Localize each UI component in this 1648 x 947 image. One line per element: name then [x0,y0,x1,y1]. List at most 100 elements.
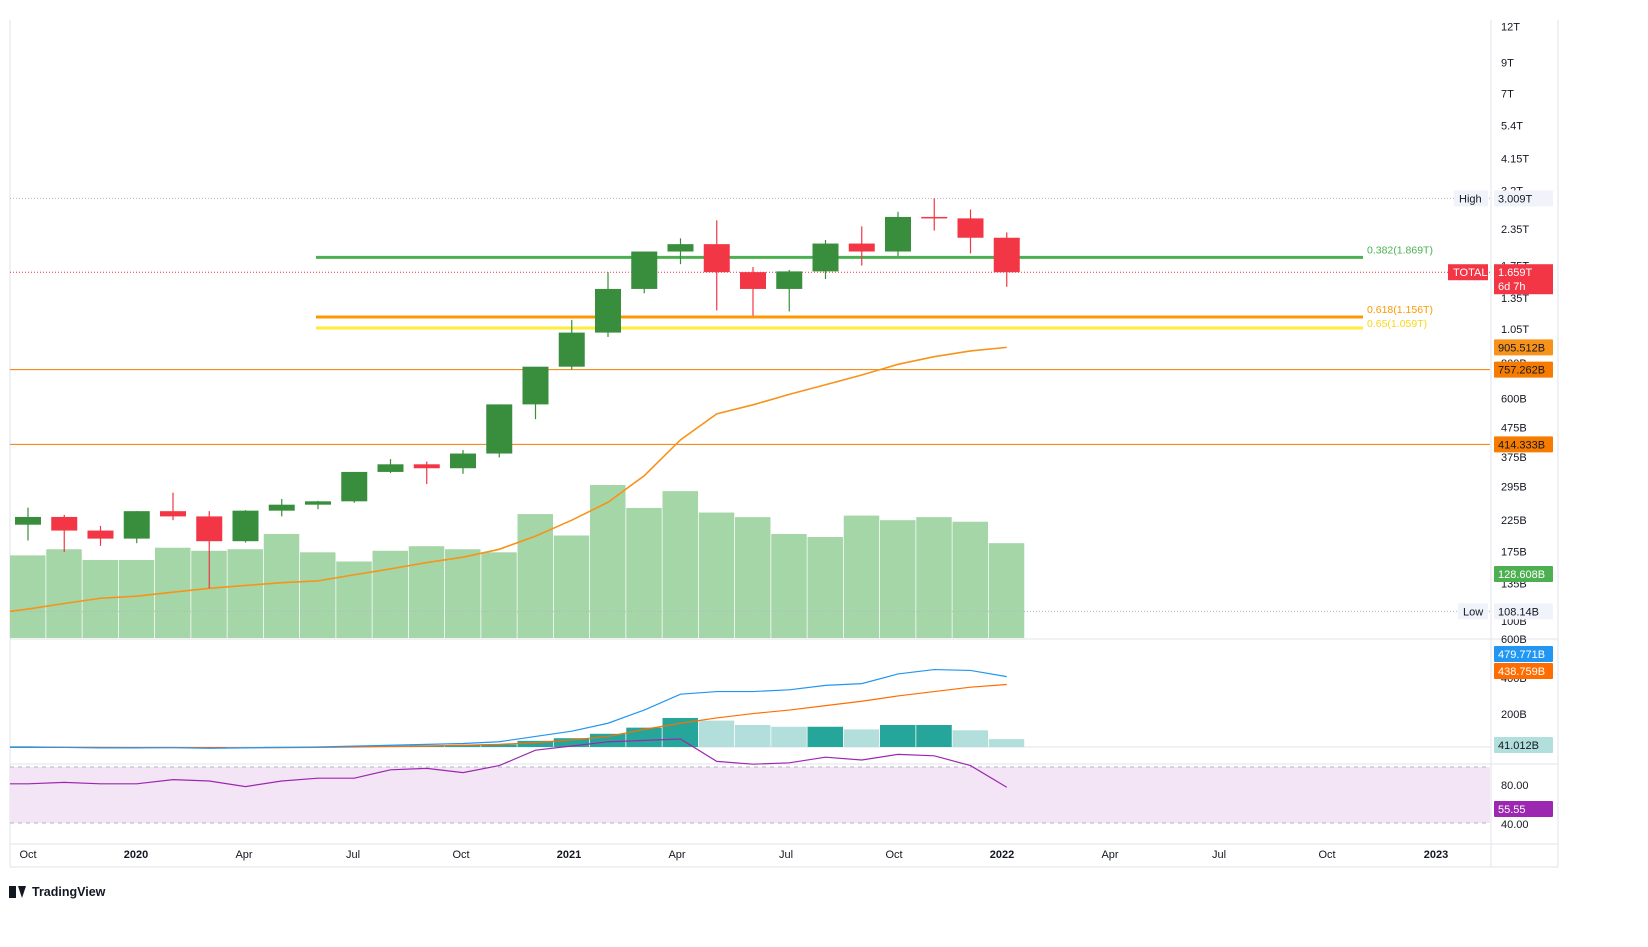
macd-histogram-bar [771,726,807,747]
rsi-legend[interactable]: RSI (14, close) 55.55 [16,771,129,783]
price-axis-label: 9T [1501,57,1514,69]
volume-bar [843,515,880,638]
macd-histogram-bar [155,747,191,748]
price-axis-label: 1.05T [1501,324,1529,336]
ema-line [9,346,1007,613]
ema-legend[interactable]: EMA n/a 905.512B [16,65,116,77]
candle-down [740,272,766,289]
candle-up [776,271,803,289]
volume-bar [227,549,263,638]
tradingview-footer[interactable]: TradingView [9,885,105,899]
total-badge-bg [1494,264,1553,295]
volume-bar [553,535,590,638]
candle-down [51,516,78,531]
time-axis-label: Oct [1318,849,1335,861]
rsi-pane: 80.00 40.00 [10,738,1529,831]
low-badge: 108.14B [1498,606,1539,618]
price-axis-label: 475B [1501,422,1527,434]
macd-line [10,668,1007,749]
volume-bar [916,517,952,638]
low-label: L1.475T [362,33,406,45]
candle-up [558,332,585,367]
close-label: C1.659T [412,33,457,45]
macd-histogram-bar [952,730,988,747]
low-badge-bg [1494,603,1553,620]
rsi-badge: 55.55 [1498,804,1526,816]
candle-down [921,216,948,219]
price-axis-label: 600B [1501,393,1527,405]
macd-histogram-bar [916,725,952,747]
symbol-legend[interactable]: Crypto Total Market Cap, $, 1M, CRYPTOCA… [16,31,580,47]
macd-histogram-bar [626,727,662,747]
price-axis-label: 7T [1501,89,1514,101]
volume-bar [590,485,626,638]
volume-bar [445,549,481,638]
time-axis: Oct 2020 Apr Jul Oct 2021 Apr Jul Oct 2022 Apr Jul O… [19,849,1448,861]
candle-up [522,366,549,405]
levels: 0.382(1.869T) 0.618(1.156T) 0.65(1.059T) [10,197,1490,612]
time-axis-label: Oct [452,849,469,861]
candle-down [196,516,223,542]
candle-up [15,516,41,525]
price-axis-label: 295B [1501,482,1527,494]
price-axis-label: 800B [1501,358,1527,370]
macd-histogram-bar [263,746,300,748]
total-badge: 1.659T [1498,267,1533,279]
volume-legend[interactable]: Vol 128.608B [16,49,89,61]
change-label: −525.905B (−24.07%) [463,33,577,45]
macd-axis-label: 200B [1501,709,1527,721]
time-axis-label: Apr [235,849,252,861]
volume-series [10,485,1025,638]
total-tag: TOTAL [1453,267,1487,279]
currency-button[interactable]: USD [1510,32,1544,48]
candle-up [123,511,150,539]
macd-histogram-bar [118,747,155,748]
price-axis-label: 1.75T [1501,261,1529,273]
high-label: H2.287T [311,33,356,45]
total-tag-bg [1448,264,1488,281]
vol-badge: 128.608B [1498,569,1545,581]
volume-bar [263,533,300,638]
low-tag: Low [1463,606,1483,618]
publisher-header: Wave_Theory published on TradingView.com… [9,6,401,20]
time-axis-label: Jul [346,849,360,861]
candle-up [305,501,331,505]
macd-axis-label: 600B [1501,634,1527,646]
high-tag: High [1459,193,1482,205]
macd-histogram-bar [988,739,1025,747]
candle-down [160,511,186,517]
macd-legend[interactable]: MACD (12, 26, close, 9) 41.012B 479.771B… [16,647,302,659]
macd-histogram-bar [82,747,118,748]
price-axis-label: 375B [1501,452,1527,464]
rsi-badge-bg [1494,801,1553,817]
volume-bar [10,555,46,638]
candle-down [957,218,984,238]
rsi-band [10,767,1490,823]
macd-histogram-bar [662,717,698,747]
macd-histogram-bar [735,725,771,747]
candles [15,198,1020,589]
volume-bar [46,549,82,638]
ema-badge: 905.512B [1498,342,1545,354]
volume-bar [735,517,771,638]
time-axis-label: Jul [779,849,793,861]
macd-histogram-bar [517,740,553,747]
macd-histogram-bar [408,745,445,747]
volume-bar [698,512,735,638]
time-axis-label: Apr [1101,849,1118,861]
volume-bar [155,547,191,638]
fib-0382-label: 0.382(1.869T) [1367,244,1433,256]
macd-histogram-bar [481,744,517,747]
price-axis-label: 225B [1501,515,1527,527]
candle-up [595,288,621,333]
price-axis-label: 175B [1501,546,1527,558]
candle-up [486,404,513,454]
time-axis-label: Apr [668,849,685,861]
signal-badge: 438.759B [1498,666,1545,678]
candle-up [812,243,839,272]
volume-bar [988,543,1025,638]
volume-bar [372,550,408,638]
volume-bar [517,514,553,638]
